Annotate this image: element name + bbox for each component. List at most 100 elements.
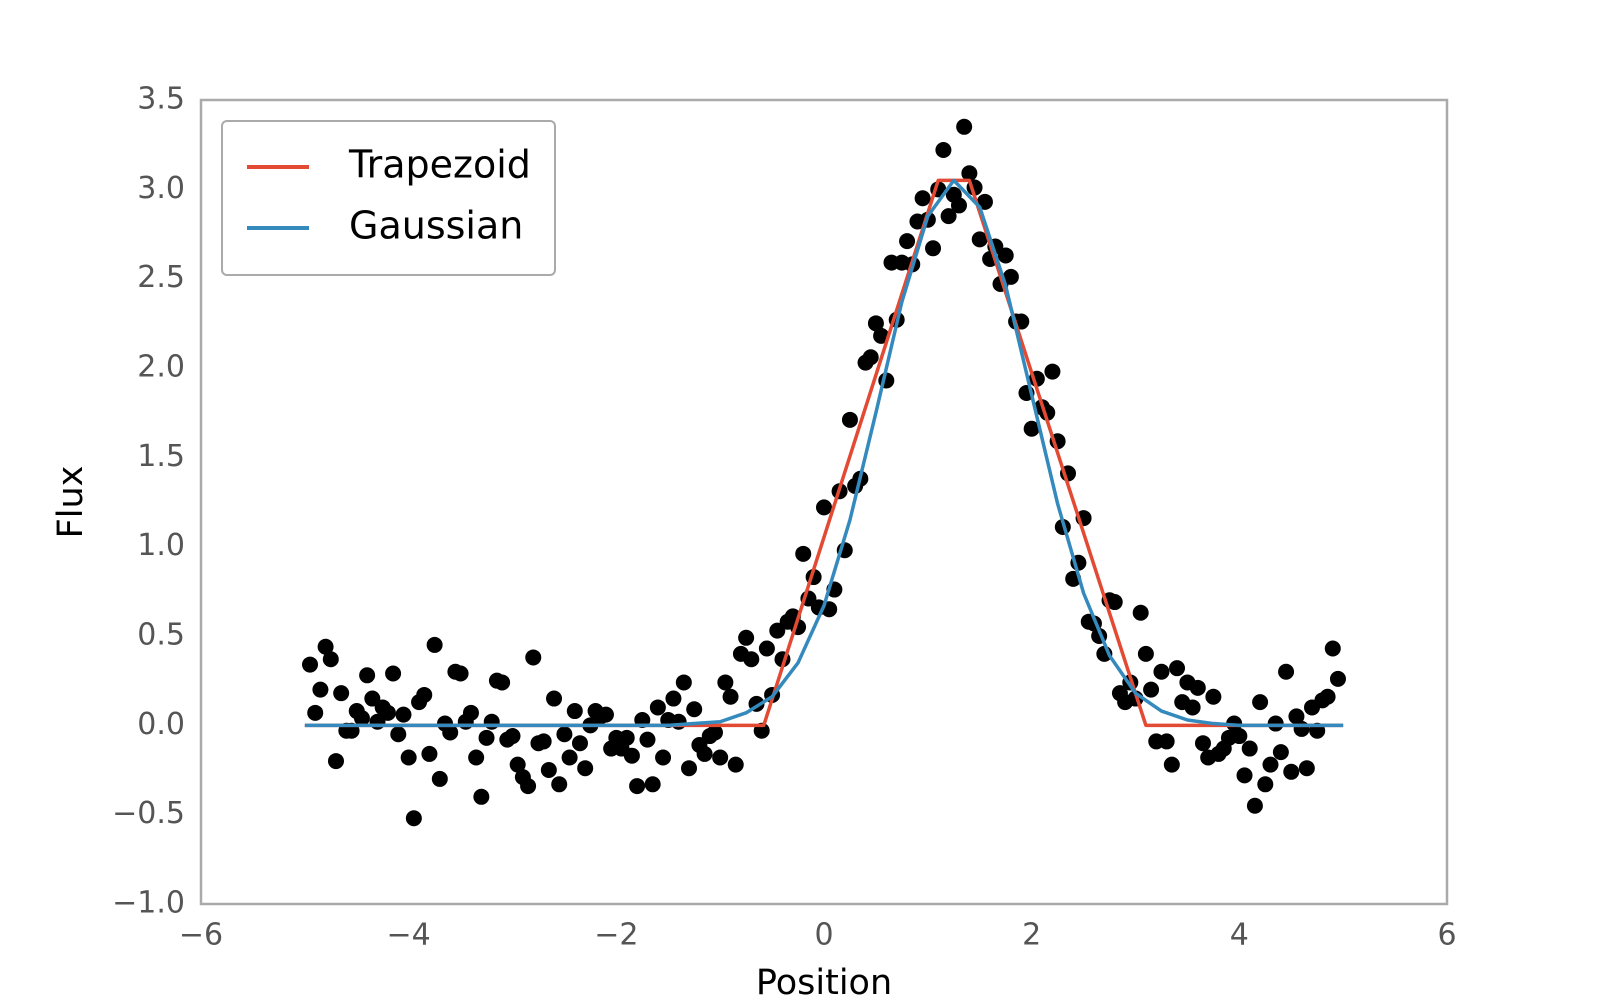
data-point [712,749,729,766]
data-point [899,233,916,250]
legend-label: Gaussian [349,204,523,248]
data-point [1298,760,1315,777]
data-point [997,247,1014,264]
y-tick-label: 0.0 [137,707,185,742]
data-point [935,142,952,159]
data-point [670,713,687,730]
data-point [333,685,350,702]
data-point [520,778,537,795]
y-tick-label: 0.5 [137,618,185,653]
data-point [722,688,739,705]
data-point [1252,694,1269,711]
data-point [706,724,723,741]
data-point [468,749,485,766]
data-point [681,760,698,777]
data-point [540,762,557,778]
y-axis-label: Flux [51,466,91,539]
data-point [629,778,646,795]
data-point [1272,744,1289,761]
data-point [618,729,635,746]
data-point [390,726,407,743]
data-point [717,674,734,691]
data-point [1205,688,1222,705]
data-point [940,208,957,225]
data-point [816,499,832,516]
data-point [1288,708,1305,725]
data-point [327,753,344,770]
y-tick-label: −1.0 [112,886,185,921]
data-point [623,747,640,764]
data-point [1153,663,1170,680]
data-point [1137,645,1154,662]
data-point [317,638,334,655]
data-point [535,733,552,750]
data-point [452,665,469,682]
data-point [322,651,339,668]
y-tick-label: 1.0 [137,528,185,563]
x-tick-label: −2 [594,918,638,953]
data-point [353,710,370,727]
data-point [1194,735,1211,752]
data-point [1158,733,1175,750]
data-point [1319,688,1336,705]
data-point [556,726,573,743]
data-point [1143,681,1160,698]
data-point [494,674,511,691]
data-point [1329,670,1346,687]
legend-label: Trapezoid [348,143,531,187]
data-point [546,690,563,707]
data-point [561,749,578,766]
data-point [1184,699,1201,716]
data-point [462,704,479,721]
data-point [1267,715,1284,732]
data-point [1283,763,1300,780]
data-point [961,165,978,182]
data-point [976,193,993,210]
data-point [950,197,967,214]
data-point [483,713,500,730]
data-point [426,636,443,653]
data-point [442,724,459,741]
x-tick-label: −4 [387,918,431,953]
data-point [302,656,319,673]
data-point [577,760,594,777]
x-tick-label: 6 [1437,918,1456,953]
data-point [307,704,324,721]
data-point [525,649,542,666]
data-point [1169,660,1186,677]
data-point [379,704,396,721]
data-point [644,776,661,793]
data-point [675,674,692,691]
data-point [385,665,402,682]
data-point [956,118,973,135]
data-point [743,651,760,668]
data-point [400,749,417,766]
data-point [841,411,858,428]
data-point [925,240,942,257]
data-point [795,545,812,562]
data-point [1324,640,1341,657]
data-point [405,810,422,827]
data-point [862,349,879,366]
data-point [504,728,521,745]
data-point [1257,776,1274,793]
y-tick-label: 2.0 [137,350,185,385]
data-point [395,706,412,723]
data-point [566,703,583,720]
data-point [1241,740,1258,757]
data-point [649,699,666,716]
data-point [364,690,381,707]
plot-frame [199,98,1449,906]
x-tick-label: 0 [814,918,833,953]
data-point [421,745,438,762]
data-point [867,315,884,332]
x-tick-label: 4 [1230,918,1249,953]
legend-box [221,120,556,276]
data-point [738,629,755,646]
data-point [758,640,775,657]
data-point [1044,363,1061,380]
data-point [509,756,526,773]
x-axis-label: Position [756,963,892,1000]
data-point [1236,767,1253,784]
